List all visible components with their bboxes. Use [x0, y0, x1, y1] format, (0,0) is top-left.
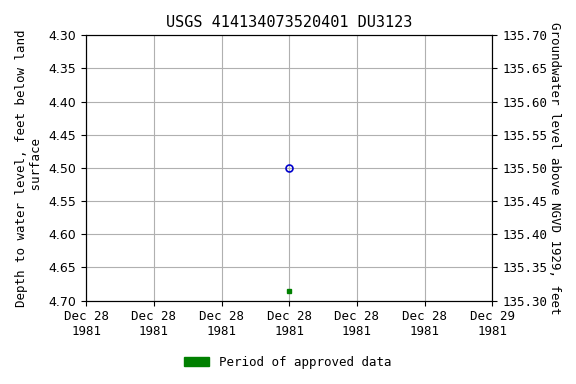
Y-axis label: Depth to water level, feet below land
 surface: Depth to water level, feet below land su…	[15, 29, 43, 307]
Title: USGS 414134073520401 DU3123: USGS 414134073520401 DU3123	[166, 15, 412, 30]
Legend: Period of approved data: Period of approved data	[179, 351, 397, 374]
Y-axis label: Groundwater level above NGVD 1929, feet: Groundwater level above NGVD 1929, feet	[548, 22, 561, 314]
